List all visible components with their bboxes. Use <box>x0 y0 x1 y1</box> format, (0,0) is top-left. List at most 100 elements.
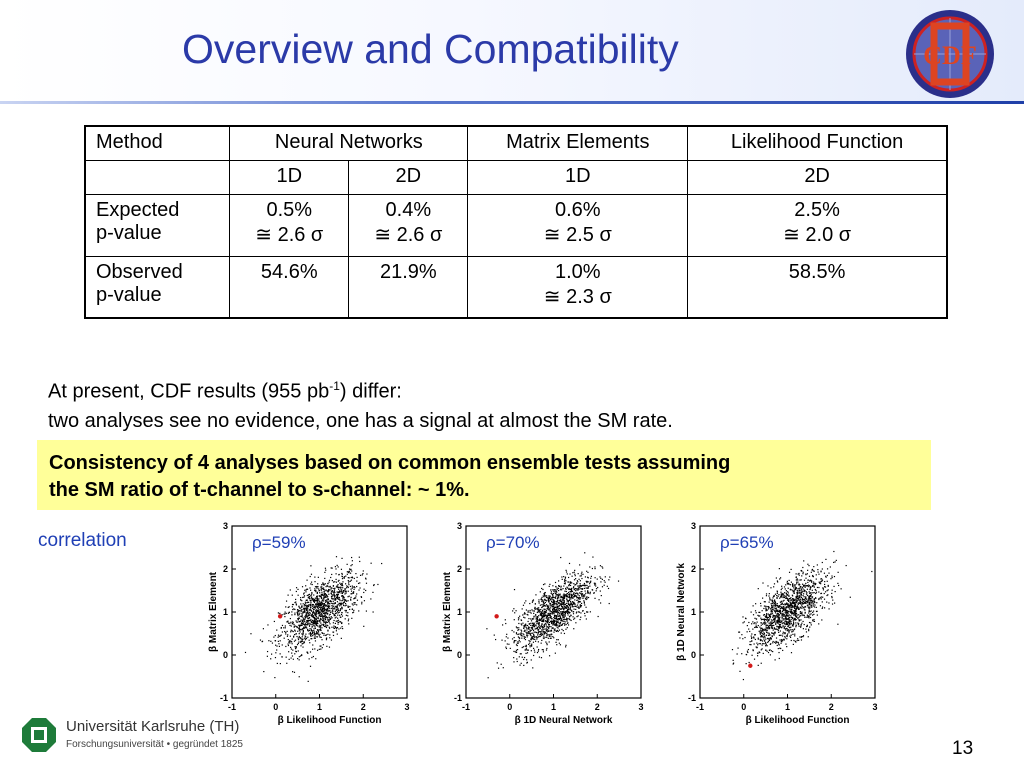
scatter-point <box>604 576 606 578</box>
scatter-point <box>770 613 772 615</box>
scatter-point <box>319 633 321 635</box>
scatter-point <box>335 568 337 570</box>
scatter-point <box>760 636 762 638</box>
scatter-point <box>755 626 757 628</box>
scatter-point <box>278 643 280 645</box>
scatter-point <box>796 600 798 602</box>
scatter-point <box>749 643 751 646</box>
scatter-point <box>313 632 316 634</box>
scatter-point <box>285 656 287 658</box>
x-axis-label: β Likelihood Function <box>746 715 850 725</box>
scatter-point <box>792 590 794 592</box>
scatter-point <box>526 636 528 638</box>
scatter-point <box>790 652 793 654</box>
scatter-point <box>769 622 771 624</box>
scatter-point <box>338 591 340 593</box>
table-cell: 0.6% ≅ 2.5 σ <box>467 193 689 257</box>
scatter-point <box>797 573 799 575</box>
scatter-point <box>302 630 304 632</box>
scatter-point <box>556 618 558 620</box>
scatter-point <box>531 643 533 645</box>
scatter-point <box>563 601 565 603</box>
scatter-point <box>336 593 338 595</box>
scatter-point <box>301 614 303 616</box>
scatter-point <box>315 619 317 621</box>
scatter-point <box>821 579 824 581</box>
scatter-point <box>562 602 564 604</box>
scatter-point <box>562 603 564 605</box>
scatter-point <box>297 638 300 641</box>
scatter-point <box>763 618 765 620</box>
scatter-point <box>319 605 322 607</box>
scatter-point <box>782 639 784 642</box>
scatter-point <box>361 574 363 576</box>
scatter-point <box>788 606 791 608</box>
scatter-point <box>539 627 541 629</box>
scatter-point <box>360 596 363 598</box>
scatter-point <box>570 619 572 622</box>
scatter-point <box>773 607 775 609</box>
scatter-point <box>311 591 313 594</box>
scatter-point <box>785 622 788 624</box>
scatter-point <box>802 614 804 617</box>
scatter-point <box>318 609 320 611</box>
scatter-point <box>323 619 325 622</box>
scatter-point <box>556 588 558 591</box>
scatter-point <box>785 597 787 599</box>
scatter-point <box>342 594 344 597</box>
scatter-point <box>796 583 798 585</box>
scatter-point <box>779 611 781 613</box>
scatter-point <box>517 641 519 643</box>
scatter-point <box>754 622 756 624</box>
scatter-point <box>513 631 515 633</box>
scatter-point <box>306 607 309 609</box>
scatter-point <box>564 578 566 581</box>
scatter-point <box>573 595 576 598</box>
scatter-point <box>777 643 780 645</box>
scatter-point <box>790 608 792 611</box>
scatter-point <box>573 589 575 591</box>
scatter-point <box>765 644 767 646</box>
scatter-point <box>351 585 353 587</box>
scatter-point <box>798 587 800 590</box>
scatter-point <box>821 601 823 603</box>
scatter-point <box>765 605 767 607</box>
scatter-point <box>551 596 553 599</box>
scatter-point <box>768 634 770 636</box>
scatter-point <box>566 602 568 604</box>
scatter-point <box>292 649 294 651</box>
scatter-point <box>561 596 563 598</box>
scatter-point <box>798 597 800 599</box>
scatter-point <box>583 600 585 602</box>
scatter-point <box>319 629 321 631</box>
scatter-point <box>574 617 576 619</box>
scatter-point <box>821 606 824 608</box>
scatter-point <box>528 632 530 634</box>
scatter-point <box>524 649 526 651</box>
scatter-point <box>573 594 575 596</box>
scatter-point <box>531 609 533 611</box>
scatter-point <box>321 632 323 634</box>
scatter-point <box>767 608 770 610</box>
scatter-point <box>506 643 508 645</box>
scatter-point <box>373 584 375 586</box>
scatter-point <box>557 594 559 597</box>
scatter-point <box>321 614 323 617</box>
scatter-point <box>759 632 761 634</box>
scatter-point <box>530 618 532 620</box>
observed-point <box>748 663 753 668</box>
scatter-point <box>533 626 536 628</box>
scatter-point <box>576 599 578 601</box>
scatter-point <box>549 609 551 611</box>
scatter-point <box>550 607 552 609</box>
scatter-point <box>335 606 337 608</box>
scatter-point <box>300 637 302 640</box>
scatter-point <box>504 619 506 621</box>
scatter-point <box>796 614 798 616</box>
scatter-point <box>815 583 817 585</box>
scatter-point <box>769 628 771 630</box>
scatter-point <box>768 649 771 651</box>
scatter-point <box>316 612 318 614</box>
scatter-point <box>554 610 556 613</box>
scatter-point <box>298 627 300 630</box>
